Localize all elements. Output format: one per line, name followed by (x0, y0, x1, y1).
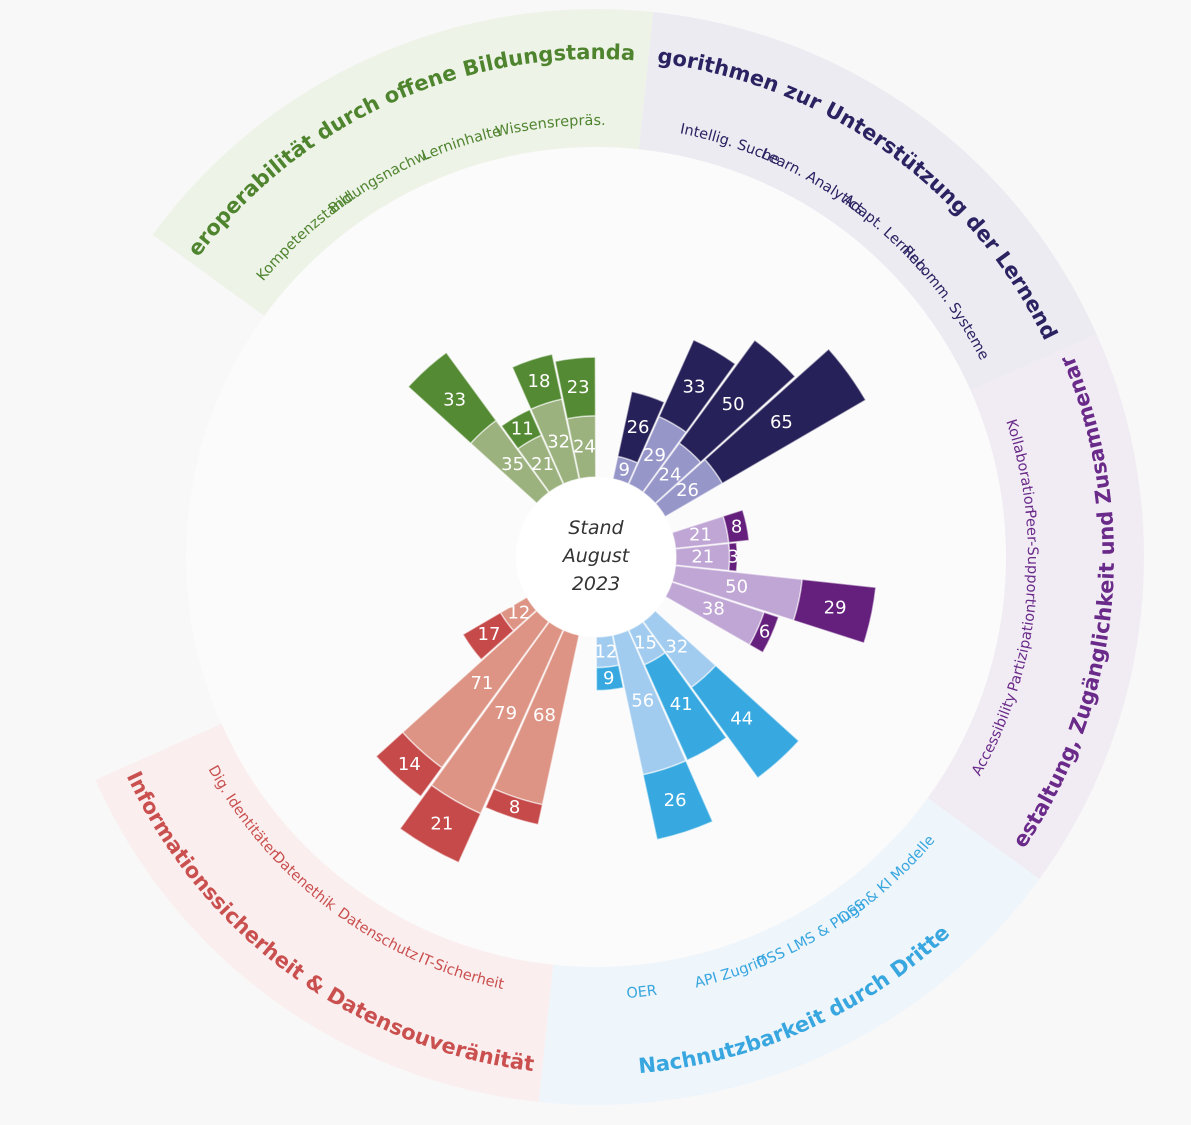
bar-interoperabilität-durch--2-seg-1 (511, 353, 563, 411)
value-label-nachnutzbarkeit-durch-dr-1-0: 15 (634, 632, 657, 653)
value-label-informationssicherheit-d-3-1: 17 (478, 624, 501, 645)
value-label-algorithmen-zur-unterstü-3-0: 26 (676, 480, 699, 501)
value-label-mitgestaltung-zugänglich-0-1: 8 (731, 517, 742, 538)
value-label-interoperabilität-durch--1-0: 21 (531, 454, 554, 475)
value-label-mitgestaltung-zugänglich-3-0: 38 (702, 599, 725, 620)
value-label-informationssicherheit-d-1-1: 21 (430, 813, 453, 834)
ring-band-3 (538, 797, 1040, 1106)
bar-informationssicherheit-d-0-seg-1 (484, 787, 544, 826)
value-label-informationssicherheit-d-2-0: 71 (470, 673, 493, 694)
value-label-algorithmen-zur-unterstü-1-1: 33 (683, 377, 706, 398)
value-label-interoperabilität-durch--0-1: 33 (443, 389, 466, 410)
value-label-interoperabilität-durch--2-1: 18 (528, 371, 551, 392)
bar-informationssicherheit-d-3-seg-1 (461, 611, 515, 661)
bar-mitgestaltung-zugänglich-2-seg-1 (792, 578, 877, 644)
value-label-algorithmen-zur-unterstü-2-1: 50 (722, 394, 745, 415)
sub-label-nachnutzbarkeit-durch-dr-3: OER (626, 983, 658, 1002)
value-label-interoperabilität-durch--3-0: 24 (573, 437, 596, 458)
value-label-algorithmen-zur-unterstü-0-1: 26 (627, 417, 650, 438)
ring-band-1 (638, 12, 1097, 391)
value-label-nachnutzbarkeit-durch-dr-3-1: 9 (603, 668, 614, 689)
value-label-informationssicherheit-d-1-0: 79 (494, 703, 517, 724)
ring-band-0 (152, 9, 654, 317)
bar-nachnutzbarkeit-durch-dr-1-seg-1 (643, 651, 728, 762)
bar-informationssicherheit-d-1-seg-1 (398, 784, 482, 864)
value-label-algorithmen-zur-unterstü-3-1: 65 (770, 412, 793, 433)
value-label-nachnutzbarkeit-durch-dr-3-0: 12 (595, 641, 618, 662)
bar-algorithmen-zur-unterstü-1-seg-1 (658, 338, 737, 434)
value-label-interoperabilität-durch--3-1: 23 (567, 377, 590, 398)
bar-nachnutzbarkeit-durch-dr-2-seg-1 (642, 759, 714, 841)
value-label-interoperabilität-durch--2-0: 32 (547, 432, 570, 453)
value-label-informationssicherheit-d-0-0: 68 (533, 705, 556, 726)
bar-informationssicherheit-d-2-seg-1 (375, 731, 443, 798)
value-label-interoperabilität-durch--0-0: 35 (501, 454, 524, 475)
ring-band-2 (927, 334, 1144, 880)
value-label-mitgestaltung-zugänglich-1-0: 21 (691, 547, 714, 568)
bar-nachnutzbarkeit-durch-dr-3-seg-1 (595, 664, 625, 692)
bar-algorithmen-zur-unterstü-3-seg-1 (704, 347, 867, 485)
value-label-nachnutzbarkeit-durch-dr-0-1: 44 (730, 708, 753, 729)
value-label-informationssicherheit-d-2-1: 14 (398, 754, 421, 775)
value-label-mitgestaltung-zugänglich-1-1: 3 (728, 547, 739, 568)
bar-mitgestaltung-zugänglich-3-seg-1 (748, 611, 780, 654)
value-label-mitgestaltung-zugänglich-3-1: 6 (759, 622, 770, 643)
value-label-algorithmen-zur-unterstü-2-0: 24 (659, 464, 682, 485)
value-label-interoperabilität-durch--1-1: 11 (511, 419, 534, 440)
bar-value-labels: 35 33 21 11 32 18 24 23 9 26 29 33 24 50 26 65 21 8 21 3 50 2… (398, 371, 847, 834)
value-label-informationssicherheit-d-0-1: 8 (509, 797, 520, 818)
center-hub (516, 477, 676, 637)
value-label-algorithmen-zur-unterstü-0-0: 9 (619, 460, 630, 481)
bar-mitgestaltung-zugänglich-0-seg-1 (722, 508, 750, 544)
value-label-nachnutzbarkeit-durch-dr-1-1: 41 (670, 694, 693, 715)
value-label-informationssicherheit-d-3-0: 12 (507, 603, 530, 624)
bar-interoperabilität-durch--1-seg-1 (500, 408, 543, 450)
chart-bars (375, 338, 877, 864)
ring-band-4 (95, 723, 554, 1102)
value-label-mitgestaltung-zugänglich-2-1: 29 (824, 597, 847, 618)
value-label-mitgestaltung-zugänglich-2-0: 50 (725, 576, 748, 597)
bar-algorithmen-zur-unterstü-2-seg-1 (678, 339, 797, 464)
center-line-3: 2023 (572, 573, 620, 595)
value-label-nachnutzbarkeit-durch-dr-0-0: 32 (665, 636, 688, 657)
value-label-algorithmen-zur-unterstü-1-0: 29 (643, 445, 666, 466)
value-label-nachnutzbarkeit-durch-dr-2-0: 56 (631, 690, 654, 711)
center-line-1: Stand (568, 517, 624, 539)
bar-mitgestaltung-zugänglich-1-seg-1 (728, 541, 738, 573)
value-label-mitgestaltung-zugänglich-0-0: 21 (689, 524, 712, 545)
center-line-2: August (561, 545, 631, 567)
bar-interoperabilität-durch--0-seg-1 (407, 351, 498, 445)
sub-label-mitgestaltung-zugänglich-1: Peer-Support (1021, 509, 1040, 605)
value-label-nachnutzbarkeit-durch-dr-2-1: 26 (664, 790, 687, 811)
bar-nachnutzbarkeit-durch-dr-0-seg-1 (690, 664, 800, 779)
bar-interoperabilität-durch--3-seg-1 (554, 356, 597, 420)
